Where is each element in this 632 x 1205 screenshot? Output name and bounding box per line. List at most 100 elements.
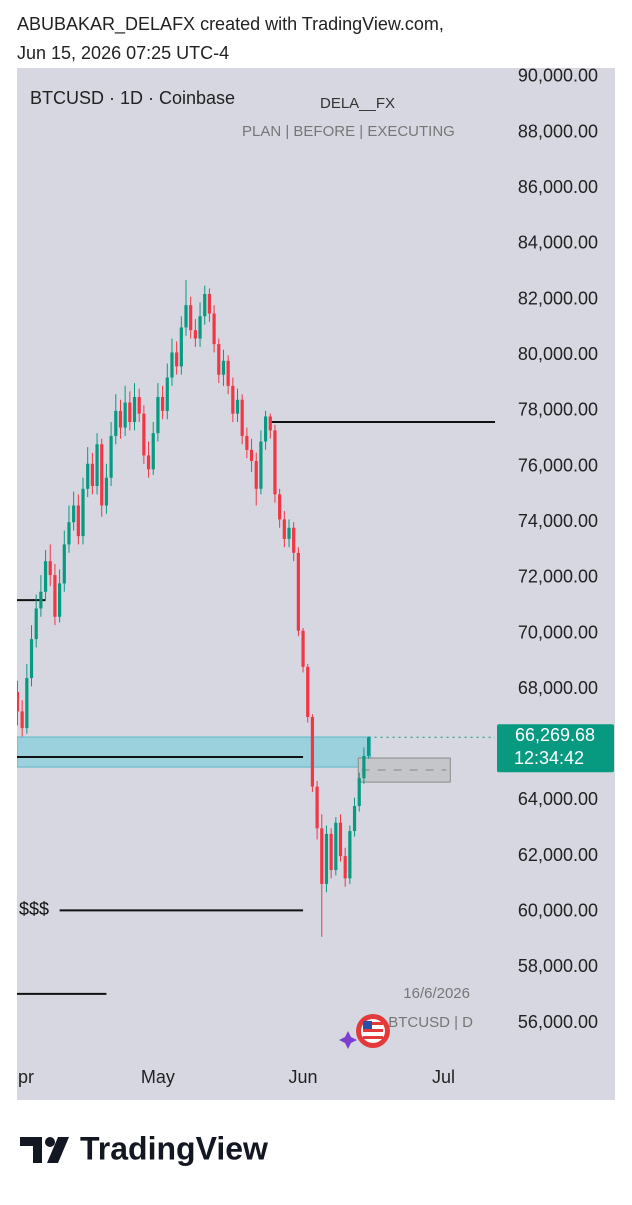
candle-body: [249, 449, 254, 461]
candle-body: [170, 352, 174, 378]
candle-body: [114, 410, 118, 436]
chart-background: [17, 68, 615, 1100]
x-tick-label: Jul: [432, 1067, 455, 1087]
footer-brand: TradingView: [80, 1130, 268, 1166]
candle-body: [104, 477, 109, 506]
candle-body: [231, 385, 235, 414]
candle-body: [287, 527, 291, 539]
y-tick-label: 78,000.00: [518, 400, 598, 420]
candle-body: [292, 527, 296, 553]
y-tick-label: 82,000.00: [518, 288, 598, 308]
candle-body: [48, 561, 52, 576]
candle-body: [34, 608, 38, 640]
candle-body: [161, 396, 165, 411]
candle-body: [282, 519, 286, 539]
candle-body: [320, 828, 324, 884]
y-tick-label: 68,000.00: [518, 678, 598, 698]
date-label: 16/6/2026: [403, 985, 470, 1002]
y-tick-label: 76,000.00: [518, 455, 598, 475]
candle-body: [17, 691, 20, 712]
candle-body: [278, 494, 282, 520]
candle-body: [217, 344, 221, 375]
candle-body: [310, 716, 315, 787]
flag-icon: [339, 1014, 390, 1049]
candle-body: [175, 352, 179, 367]
candle-body: [306, 666, 310, 717]
y-tick-label: 70,000.00: [518, 622, 598, 642]
candle-body: [67, 522, 71, 545]
candle-body: [76, 505, 80, 537]
price-tag: [497, 724, 614, 773]
candle-body: [137, 396, 141, 414]
candle-body: [43, 561, 48, 592]
candle-body: [301, 630, 305, 667]
candle-body: [184, 305, 188, 328]
candle-body: [29, 639, 34, 679]
y-tick-label: 90,000.00: [518, 66, 598, 86]
candle-body: [235, 399, 240, 414]
candle-body: [72, 505, 76, 523]
candle-body: [198, 316, 202, 339]
footer-logo: [20, 1137, 69, 1163]
candle-body: [132, 396, 137, 423]
candle-body: [128, 402, 132, 423]
candle-body: [324, 833, 329, 884]
y-tick-label: 58,000.00: [518, 956, 598, 976]
candle-body: [357, 778, 361, 807]
candle-body: [245, 435, 249, 450]
candle-body: [203, 294, 207, 317]
watermark: BTCUSD | D: [388, 1014, 473, 1031]
candle-body: [165, 377, 169, 411]
y-tick-label: 74,000.00: [518, 511, 598, 531]
symbol-title: BTCUSD · 1D · Coinbase: [30, 88, 235, 108]
candle-body: [156, 396, 160, 434]
x-tick-label: May: [141, 1067, 175, 1087]
header-line: Jun 15, 2026 07:25 UTC-4: [17, 43, 229, 63]
candle-body: [95, 444, 99, 487]
candle-body: [352, 806, 357, 832]
y-tick-label: 72,000.00: [518, 567, 598, 587]
candle-body: [240, 399, 244, 436]
candle-body: [338, 822, 343, 857]
candle-body: [53, 575, 57, 617]
candle-body: [118, 410, 123, 428]
header-line: ABUBAKAR_DELAFX created with TradingView…: [17, 14, 444, 35]
candle-body: [62, 544, 66, 584]
candle-body: [221, 360, 226, 375]
candle-body: [81, 488, 85, 537]
candle-body: [86, 463, 90, 489]
candle-body: [109, 435, 113, 478]
candle-body: [315, 786, 319, 829]
candle-body: [296, 552, 300, 631]
box: [357, 757, 451, 783]
x-tick-label: pr: [18, 1067, 34, 1087]
x-tick-label: Jun: [289, 1067, 318, 1087]
candle-body: [123, 402, 127, 428]
candle-body: [179, 327, 183, 367]
y-tick-label: 56,000.00: [518, 1012, 598, 1032]
candle-body: [343, 856, 347, 879]
candle-body: [100, 444, 104, 506]
candle-body: [254, 460, 258, 489]
candle-body: [366, 737, 371, 756]
candle-body: [334, 822, 338, 871]
y-tick-label: 64,000.00: [518, 789, 598, 809]
indicator-name: DELA__FX: [320, 95, 395, 112]
candle-body: [207, 294, 212, 314]
candle-body: [189, 305, 193, 331]
candle-body: [39, 591, 43, 609]
level-label: $$$: [19, 899, 49, 919]
indicator-sub: PLAN | BEFORE | EXECUTING: [242, 123, 455, 140]
candle-body: [142, 413, 146, 456]
candle-body: [58, 583, 62, 617]
candle-body: [151, 433, 155, 470]
y-tick-label: 84,000.00: [518, 233, 598, 253]
candle-body: [362, 755, 366, 779]
price-tag-value: 66,269.68: [515, 725, 595, 745]
candle-body: [25, 678, 29, 729]
candle-body: [146, 455, 151, 470]
candle-body: [193, 330, 197, 339]
y-tick-label: 60,000.00: [518, 901, 598, 921]
